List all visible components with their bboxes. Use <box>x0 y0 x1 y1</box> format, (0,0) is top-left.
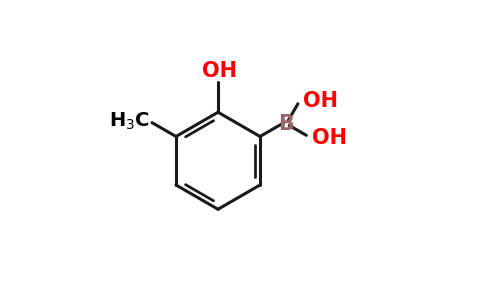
Text: B: B <box>278 114 294 134</box>
Text: OH: OH <box>312 128 347 148</box>
Text: H$_3$C: H$_3$C <box>109 111 150 132</box>
Text: OH: OH <box>302 91 337 111</box>
Text: OH: OH <box>202 61 237 81</box>
